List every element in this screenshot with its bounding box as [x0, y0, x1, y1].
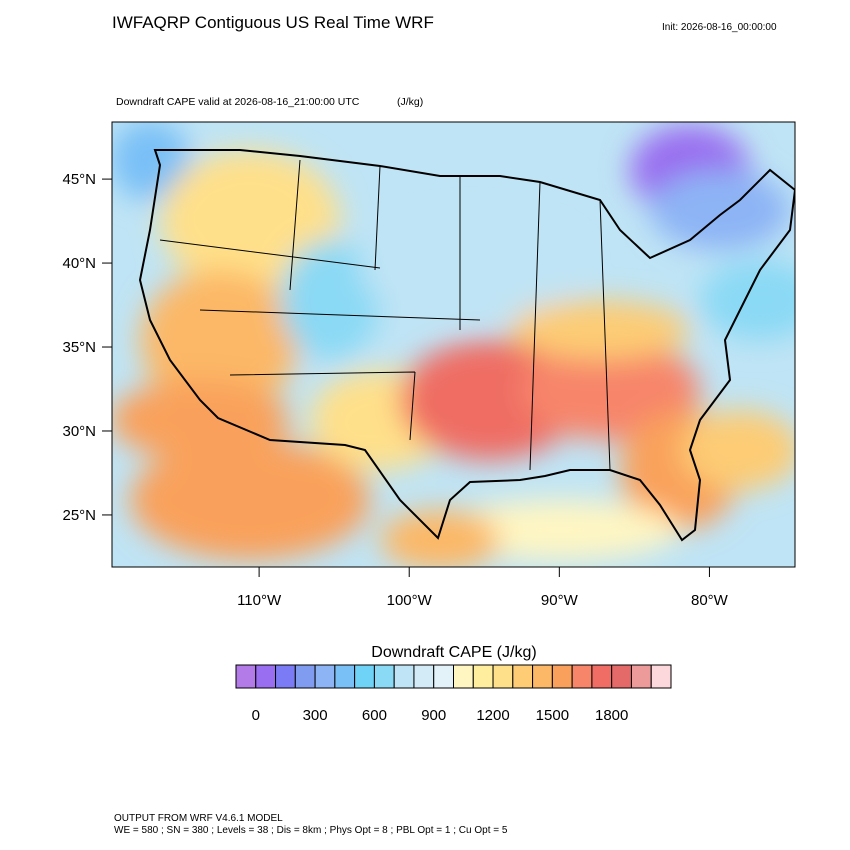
x-tick-label: 110°W	[237, 592, 282, 609]
map-frame	[111, 121, 796, 568]
title: IWFAQRP Contiguous US Real Time WRF	[112, 13, 434, 32]
units: (J/kg)	[397, 96, 423, 108]
colorbar-box	[235, 664, 257, 689]
colorbar-box	[294, 664, 316, 689]
colorbar-box	[630, 664, 652, 689]
y-tick-label: 30°N	[62, 423, 96, 440]
colorbar-box	[453, 664, 474, 689]
colorbar-box	[314, 664, 336, 689]
colorbar-box	[571, 664, 593, 689]
colorbar-box	[551, 664, 573, 689]
map-field	[112, 122, 795, 567]
y-tick-label: 45°N	[62, 171, 96, 188]
state-borders	[159, 159, 611, 471]
subtitle: Downdraft CAPE valid at 2026-08-16_21:00…	[116, 96, 360, 108]
colorbar-label: 900	[421, 707, 446, 724]
colorbar-box	[512, 664, 534, 689]
colorbar-box	[532, 664, 553, 689]
colorbar-box	[611, 664, 632, 689]
colorbar-box	[393, 664, 415, 689]
colorbar-box	[472, 664, 494, 689]
colorbar-title: Downdraft CAPE (J/kg)	[371, 644, 536, 661]
colorbar-label: 0	[252, 707, 260, 724]
y-tick-label: 25°N	[62, 507, 96, 524]
x-tick-label: 100°W	[387, 592, 433, 609]
x-tick-label: 90°W	[541, 592, 579, 609]
init-time: Init: 2026-08-16_00:00:00	[662, 22, 777, 33]
colorbar-box	[433, 664, 454, 689]
footer-line: OUTPUT FROM WRF V4.6.1 MODEL	[114, 813, 283, 824]
colorbar-box	[255, 664, 277, 689]
colorbar-box	[373, 664, 395, 689]
y-tick-label: 40°N	[62, 255, 96, 272]
colorbar-label: 600	[362, 707, 387, 724]
y-tick-label: 35°N	[62, 339, 96, 356]
colorbar-box	[275, 664, 296, 689]
colorbar-box	[492, 664, 514, 689]
colorbar-label: 1500	[536, 707, 569, 724]
colorbar-label: 300	[303, 707, 328, 724]
colorbar-box	[354, 664, 375, 689]
colorbar-box	[334, 664, 356, 689]
colorbar-box	[591, 664, 613, 689]
colorbar-label: 1200	[476, 707, 509, 724]
footer-line: WE = 580 ; SN = 380 ; Levels = 38 ; Dis …	[114, 825, 508, 836]
colorbar-label: 1800	[595, 707, 628, 724]
x-tick-label: 80°W	[691, 592, 729, 609]
coastline	[138, 149, 795, 542]
colorbar-box	[413, 664, 435, 689]
colorbar-box	[650, 664, 672, 689]
